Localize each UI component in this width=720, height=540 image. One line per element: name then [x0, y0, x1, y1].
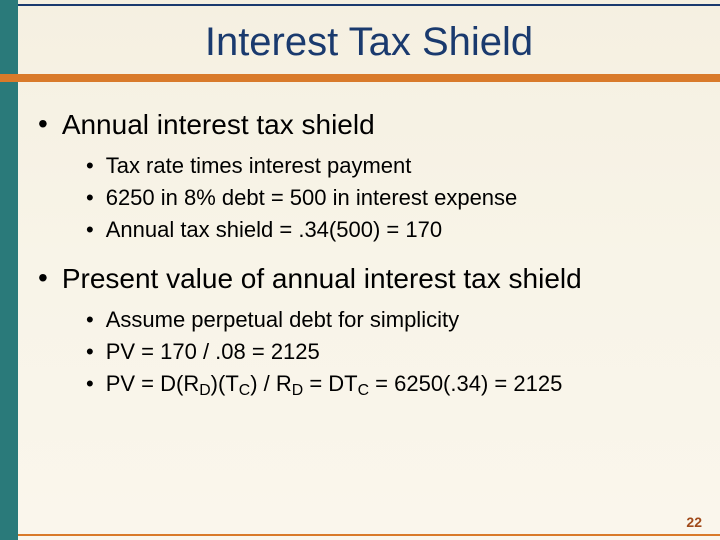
bullet-text: PV = D(RD)(TC) / RD = DTC = 6250(.34) = … [106, 370, 563, 401]
bullet-text: Annual interest tax shield [62, 108, 375, 142]
bullet-text: Present value of annual interest tax shi… [62, 262, 582, 296]
top-thin-line [18, 4, 720, 6]
bullet-dot: • [86, 306, 94, 334]
bottom-thin-line [18, 534, 720, 536]
bullet-level1: • Present value of annual interest tax s… [38, 262, 698, 296]
title-underline [0, 74, 720, 82]
slide-title: Interest Tax Shield [18, 20, 720, 65]
bullet-text: Assume perpetual debt for simplicity [106, 306, 459, 334]
bullet-dot: • [38, 262, 48, 294]
bullet-dot: • [38, 108, 48, 140]
bullet-dot: • [86, 152, 94, 180]
page-number: 22 [686, 514, 702, 530]
bullet-dot: • [86, 216, 94, 244]
bullet-level2: • Tax rate times interest payment [86, 152, 698, 180]
bullet-text: Tax rate times interest payment [106, 152, 412, 180]
title-area: Interest Tax Shield [18, 8, 720, 73]
bullet-level2: • Assume perpetual debt for simplicity [86, 306, 698, 334]
bullet-dot: • [86, 338, 94, 366]
bullet-text: PV = 170 / .08 = 2125 [106, 338, 320, 366]
bullet-dot: • [86, 370, 94, 398]
bullet-level2: • Annual tax shield = .34(500) = 170 [86, 216, 698, 244]
bullet-level2: • 6250 in 8% debt = 500 in interest expe… [86, 184, 698, 212]
slide: Interest Tax Shield • Annual interest ta… [0, 0, 720, 540]
bullet-text: Annual tax shield = .34(500) = 170 [106, 216, 442, 244]
bullet-level1: • Annual interest tax shield [38, 108, 698, 142]
content-area: • Annual interest tax shield • Tax rate … [38, 100, 698, 405]
bullet-level2: • PV = D(RD)(TC) / RD = DTC = 6250(.34) … [86, 370, 698, 401]
bullet-dot: • [86, 184, 94, 212]
bullet-level2: • PV = 170 / .08 = 2125 [86, 338, 698, 366]
bullet-text: 6250 in 8% debt = 500 in interest expens… [106, 184, 518, 212]
